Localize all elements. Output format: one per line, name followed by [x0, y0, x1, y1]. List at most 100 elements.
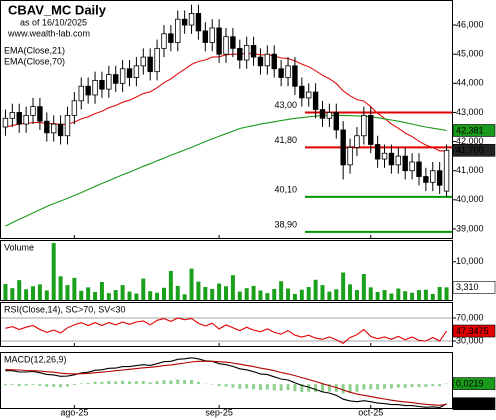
candle-body	[181, 18, 188, 26]
legend-entry: EMA(Close,70)	[4, 56, 65, 66]
histogram-bar	[272, 384, 276, 391]
volume-bar	[106, 293, 111, 300]
volume-bar	[120, 285, 125, 300]
histogram-bar	[203, 383, 207, 385]
histogram-bar	[45, 384, 49, 387]
chart-title: CBAV_MC Daily	[8, 2, 107, 17]
volume-bar	[10, 288, 15, 300]
candle-body	[57, 123, 64, 137]
volume-bar	[224, 286, 228, 300]
volume-bar	[196, 281, 201, 300]
histogram-bar	[217, 384, 221, 387]
candle-body	[209, 27, 215, 43]
candle-body	[92, 80, 98, 96]
volume-bar	[348, 284, 353, 300]
y-tick-label: 30,000	[456, 335, 484, 345]
candle-body	[216, 27, 222, 55]
volume-bar	[3, 283, 8, 300]
volume-bar	[389, 293, 394, 300]
volume-bar	[416, 290, 421, 300]
volume-bar	[272, 288, 277, 300]
candle-body	[140, 56, 146, 67]
candle-body	[436, 170, 443, 186]
histogram-bar	[320, 384, 324, 393]
candle-body	[133, 65, 140, 78]
level-label: 43,00	[274, 100, 297, 110]
volume-bar	[292, 293, 297, 300]
volume-bar	[182, 294, 187, 300]
histogram-bar	[438, 384, 442, 387]
candle-body	[126, 68, 133, 78]
histogram-bar	[100, 381, 104, 385]
candle-body	[23, 114, 29, 125]
candle-body	[299, 85, 305, 99]
histogram-bar	[403, 384, 407, 388]
histogram-bar	[369, 384, 373, 390]
candle-body	[388, 152, 395, 166]
histogram-bar	[279, 384, 283, 391]
histogram-bar	[183, 380, 187, 385]
histogram-bar	[196, 381, 200, 385]
volume-bar	[403, 291, 408, 300]
volume-bar	[93, 291, 98, 300]
volume-bar	[244, 288, 249, 300]
candle-body	[326, 112, 333, 119]
y-tick-label: 46,000	[456, 19, 484, 29]
histogram-bar	[376, 384, 380, 390]
candle-body	[119, 68, 126, 84]
y-tick-label: 41,000	[456, 165, 484, 175]
histogram-bar	[3, 384, 7, 386]
volume-bar	[258, 290, 263, 300]
last-value-box	[452, 324, 496, 338]
volume-bar	[148, 291, 153, 300]
histogram-bar	[362, 384, 366, 390]
histogram-bar	[410, 384, 414, 388]
last-value-label: 3,310	[456, 282, 479, 292]
volume-bar	[230, 275, 235, 300]
candle-body	[416, 161, 422, 177]
histogram-bar	[258, 384, 262, 390]
histogram-bar	[79, 383, 83, 385]
candle-body	[243, 45, 250, 61]
volume-bar	[299, 289, 304, 300]
y-tick-label: 43,000	[456, 107, 484, 117]
volume-bar	[320, 285, 325, 300]
volume-bar	[217, 283, 222, 300]
last-value-label: 41,700	[456, 145, 484, 155]
volume-bar	[51, 243, 56, 300]
histogram-bar	[348, 384, 352, 393]
histogram-bar	[148, 382, 152, 385]
histogram-bar	[307, 384, 311, 392]
histogram-bar	[431, 384, 435, 387]
x-tick-label: sep-25	[205, 407, 233, 417]
panel-title: Volume	[4, 242, 34, 252]
histogram-bar	[190, 380, 194, 385]
volume-bar	[65, 285, 70, 300]
histogram-bar	[93, 381, 97, 385]
volume-bar	[189, 268, 194, 300]
candle-body	[430, 170, 436, 183]
histogram-bar	[86, 382, 90, 385]
x-tick-label: ago-25	[60, 407, 88, 417]
volume-bar	[175, 285, 180, 300]
histogram-bar	[10, 384, 14, 386]
histogram-bar	[24, 384, 28, 386]
histogram-bar	[265, 384, 269, 390]
level-label: 40,10	[274, 184, 297, 194]
candle-body	[409, 161, 415, 172]
volume-bar	[341, 272, 346, 300]
last-value-box	[452, 397, 496, 411]
histogram-bar	[114, 381, 118, 385]
candle-body	[395, 155, 402, 166]
histogram-bar	[134, 381, 138, 385]
candle-body	[85, 85, 91, 96]
candle-body	[271, 53, 277, 70]
histogram-bar	[141, 380, 145, 385]
candle-body	[292, 65, 298, 87]
candle-body	[44, 120, 50, 134]
candle-body	[354, 135, 360, 148]
candle-body	[374, 144, 381, 160]
volume-bar	[286, 288, 291, 300]
last-value-box	[452, 377, 496, 390]
volume-bar	[113, 290, 118, 300]
